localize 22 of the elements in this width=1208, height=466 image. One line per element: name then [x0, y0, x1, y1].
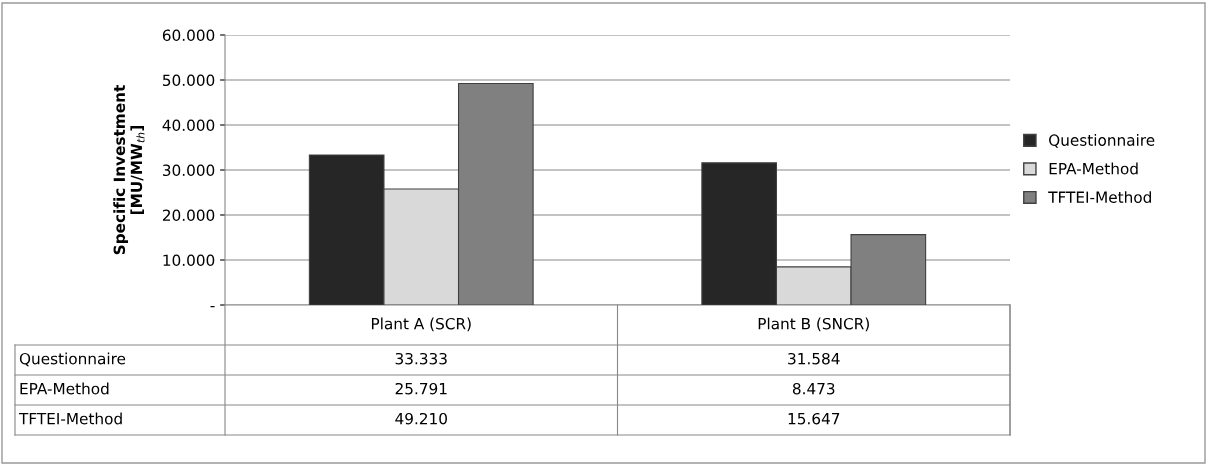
- legend-label: TFTEI-Method: [1048, 191, 1151, 203]
- data-label: 25.791: [395, 382, 447, 395]
- data-label: 49.210: [395, 412, 447, 425]
- data-label: 33.333: [395, 352, 447, 365]
- y-tick-label: 50.000: [163, 74, 215, 87]
- x-tick-label: Plant A (SCR): [371, 317, 471, 332]
- y-tick-label: 40.000: [162, 119, 215, 132]
- data-label: 15.647: [788, 412, 840, 425]
- data-label: 8.473: [792, 382, 835, 395]
- y-axis-title: Specific Investment [MU/MW$_{th}$]: [113, 85, 145, 255]
- y-tick-label: 10.000: [163, 254, 215, 267]
- text: TFTEI-Method: [18, 412, 122, 425]
- y-tick-label: -: [210, 306, 215, 308]
- legend-label: Questionnaire: [1049, 134, 1155, 148]
- text: Questionnaire: [19, 352, 126, 367]
- x-tick-label: Plant B (SNCR): [758, 317, 869, 332]
- data-label: 31.584: [788, 352, 840, 365]
- legend-label: EPA-Method: [1049, 162, 1138, 175]
- y-tick-label: 60.000: [162, 29, 215, 42]
- text: EPA-Method: [20, 382, 109, 395]
- y-tick-label: 30.000: [162, 164, 215, 177]
- y-tick-label: 20.000: [162, 209, 215, 222]
